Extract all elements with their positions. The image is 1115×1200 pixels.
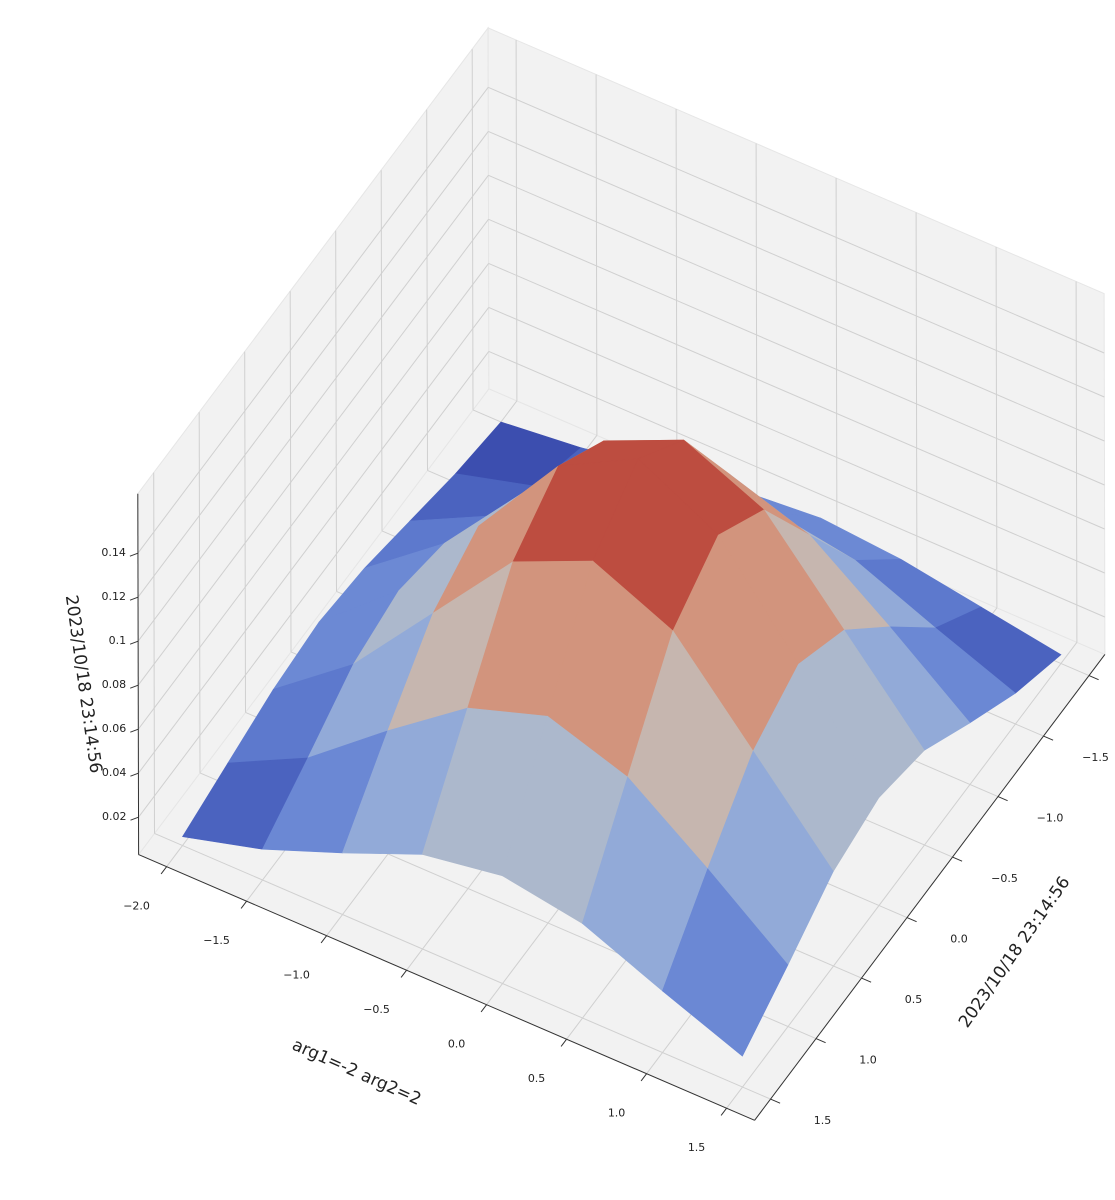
z-axis — [137, 493, 140, 855]
grid-line — [488, 350, 1105, 618]
z-tick-label: 0.04 — [102, 766, 127, 779]
grid-line — [1075, 281, 1078, 643]
grid-line — [726, 641, 1078, 1109]
surface — [182, 421, 1062, 1057]
z-tick — [130, 816, 139, 821]
y-tick — [952, 856, 963, 862]
z-tick — [130, 728, 139, 733]
z-tick-label: 0.14 — [101, 546, 126, 559]
z-tick — [129, 552, 139, 557]
y-tick — [1088, 675, 1099, 681]
y-axis-label: 2023/10/18 23:14:56 — [955, 873, 1074, 1032]
z-tick — [130, 684, 139, 689]
grid-line — [755, 143, 758, 505]
x-tick — [480, 1004, 487, 1013]
x-tick-label: 1.5 — [688, 1141, 706, 1154]
y-tick-label: −1.0 — [1037, 812, 1064, 825]
grid-line — [995, 246, 998, 608]
z-tick-label: 0.08 — [102, 678, 127, 691]
z-tick-label: 0.06 — [102, 722, 127, 735]
y-tick — [770, 1098, 781, 1104]
z-tick — [130, 772, 139, 777]
y-tick-label: −1.5 — [1082, 751, 1109, 764]
x-tick-label: −1.0 — [283, 969, 310, 982]
z-axis-label: 2023/10/18 23:14:56 — [61, 594, 106, 775]
grid-line — [488, 218, 1105, 486]
grid-line — [675, 108, 678, 470]
x-tick — [560, 1038, 567, 1047]
z-tick — [129, 640, 139, 645]
grid-line — [595, 74, 598, 436]
z-tick-label: 0.02 — [102, 810, 127, 823]
surface-face — [662, 868, 789, 1057]
y-tick-label: 1.0 — [859, 1054, 877, 1067]
y-tick-label: 0.5 — [905, 993, 923, 1006]
y-tick — [906, 917, 917, 923]
y-tick-label: 0.0 — [950, 933, 968, 946]
grid-line — [137, 174, 489, 642]
grid-line — [138, 351, 490, 818]
grid-line — [835, 177, 838, 539]
y-tick — [815, 1038, 826, 1044]
x-tick-label: −0.5 — [363, 1003, 390, 1016]
y-tick — [861, 977, 872, 983]
grid-line — [488, 174, 1105, 442]
y-tick — [1043, 735, 1054, 741]
x-tick — [240, 900, 247, 909]
x-tick — [640, 1073, 647, 1082]
x-tick — [160, 866, 167, 875]
x-tick — [400, 969, 407, 978]
axes — [129, 493, 1106, 1121]
grid-line — [915, 212, 918, 574]
z-tick-label: 0.1 — [109, 634, 127, 647]
grid-line — [488, 306, 1105, 574]
grid-line — [137, 131, 489, 598]
grid-line — [488, 262, 1105, 530]
grid-line — [515, 39, 518, 401]
y-tick-label: −0.5 — [991, 872, 1018, 885]
grid-line — [154, 832, 771, 1100]
grid-line — [138, 307, 490, 774]
x-tick-label: −1.5 — [203, 934, 230, 947]
x-tick-label: 0.0 — [448, 1038, 466, 1051]
grid-line — [137, 86, 489, 554]
grid-line — [488, 130, 1105, 398]
y-tick-label: 1.5 — [814, 1114, 832, 1127]
z-tick — [129, 596, 139, 601]
x-tick — [720, 1107, 727, 1116]
y-axis — [754, 654, 1106, 1121]
x-axis — [138, 854, 755, 1121]
y-tick — [997, 796, 1008, 802]
x-axis-label: arg1=-2 arg2=2 — [289, 1035, 424, 1110]
x-tick-label: −2.0 — [123, 900, 150, 913]
grid-line — [488, 86, 1105, 354]
grid-line — [137, 263, 489, 730]
z-tick-label: 0.12 — [101, 590, 126, 603]
x-tick-label: 0.5 — [528, 1072, 546, 1085]
x-tick-label: 1.0 — [608, 1107, 626, 1120]
x-tick — [320, 935, 327, 944]
grid-line — [137, 218, 489, 686]
